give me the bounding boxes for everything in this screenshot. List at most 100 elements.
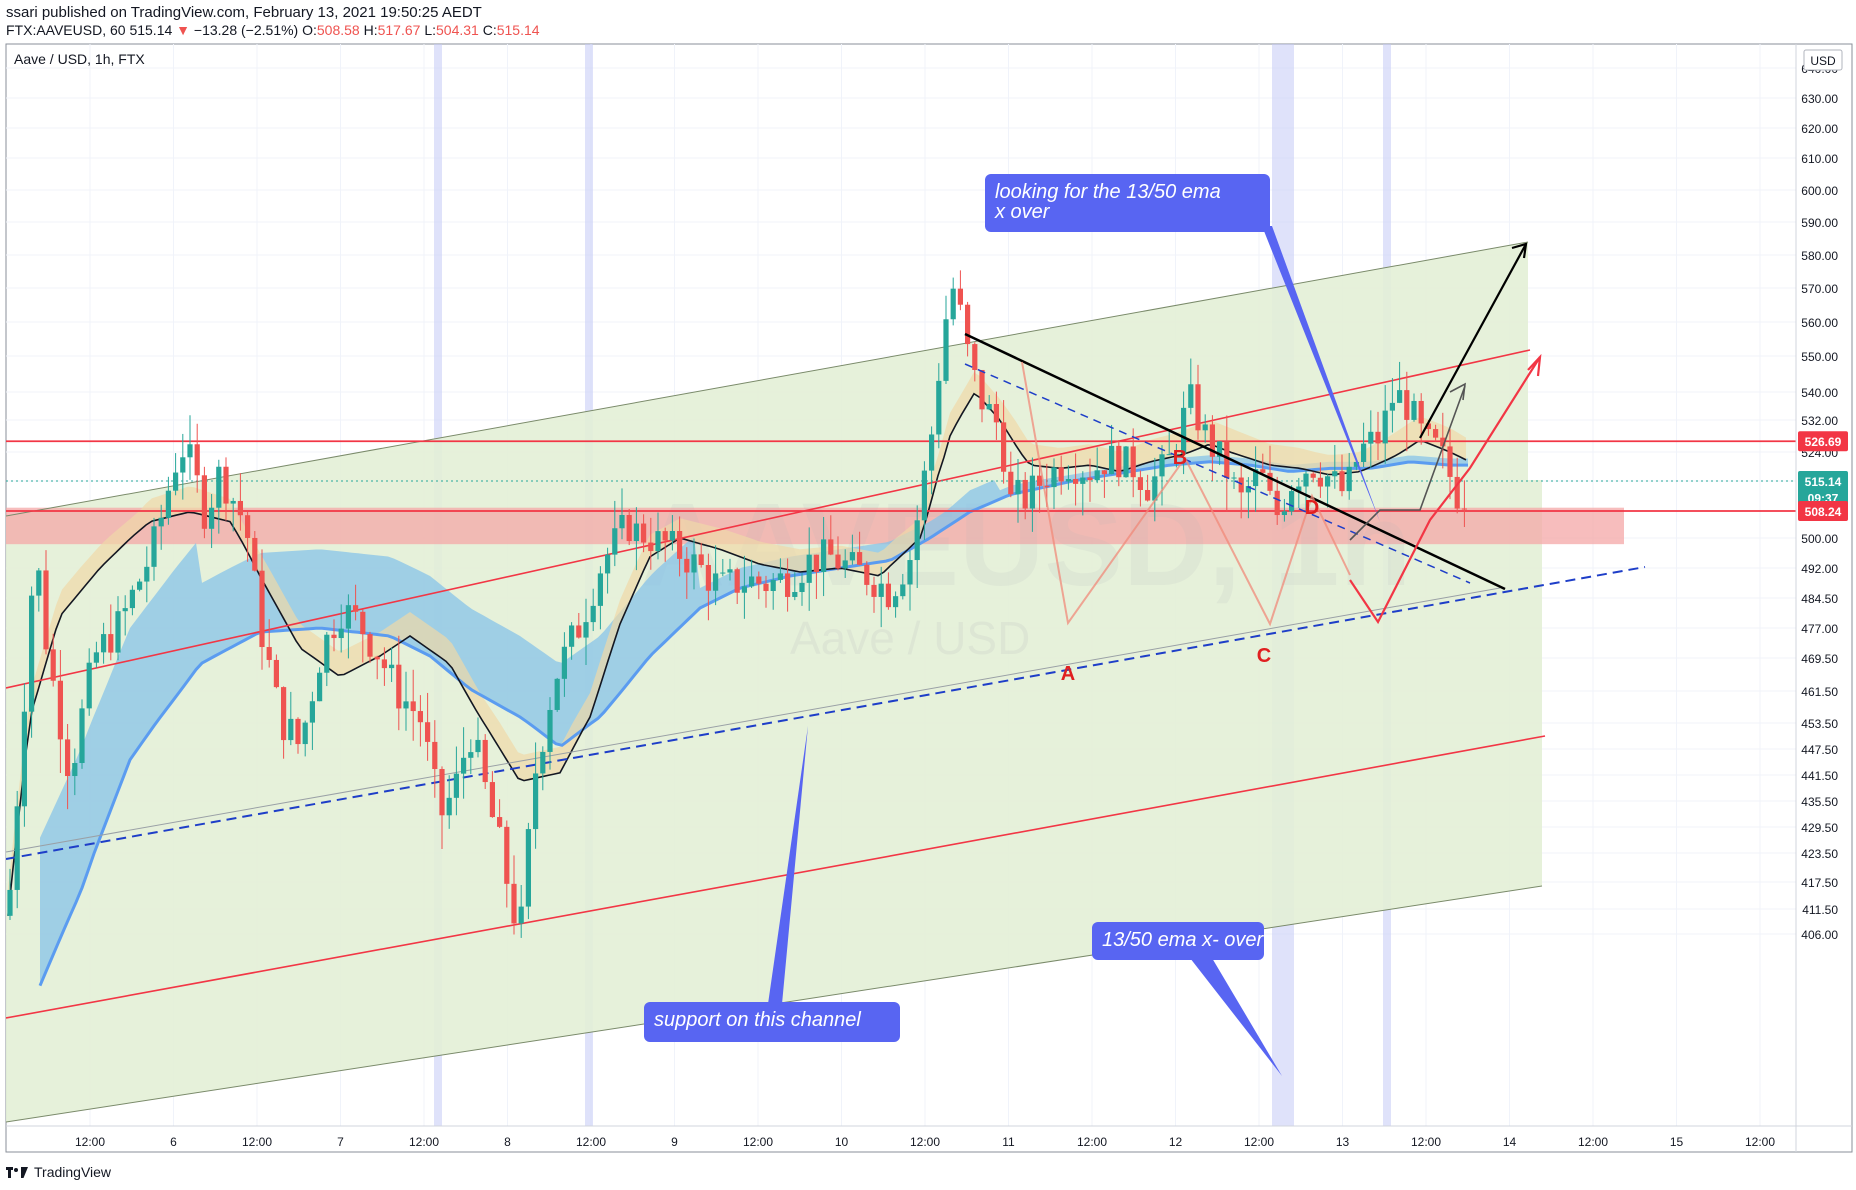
candle-body bbox=[108, 634, 114, 653]
candle-body bbox=[619, 514, 625, 529]
price-tick-label: 532.00 bbox=[1801, 414, 1838, 428]
price-tick-label: 469.50 bbox=[1801, 652, 1838, 666]
support-zone bbox=[6, 507, 1624, 545]
candle-body bbox=[1109, 445, 1115, 475]
candle-body bbox=[180, 457, 186, 473]
pattern-point-a: A bbox=[1061, 663, 1075, 685]
callout-top-text: looking for the 13/50 ema bbox=[995, 181, 1221, 203]
candle-body bbox=[1130, 446, 1136, 478]
time-tick-label: 12:00 bbox=[75, 1135, 105, 1149]
candle-body bbox=[1037, 475, 1043, 486]
red-channel-lower bbox=[6, 735, 1546, 1019]
price-label-text: 515.14 bbox=[1805, 475, 1842, 489]
candle-body bbox=[525, 829, 531, 907]
publish-info: ssari published on TradingView.com, Febr… bbox=[6, 4, 482, 21]
candle-body bbox=[770, 579, 776, 592]
candles bbox=[7, 270, 1467, 938]
candle-body bbox=[698, 554, 704, 565]
candle-body bbox=[1209, 424, 1215, 457]
candle-body bbox=[828, 539, 834, 555]
candle-body bbox=[1454, 476, 1460, 509]
time-tick-label: 6 bbox=[170, 1135, 177, 1149]
candle-body bbox=[1447, 446, 1453, 477]
candle-body bbox=[29, 595, 35, 712]
candle-body bbox=[201, 475, 207, 529]
candle-body bbox=[1015, 479, 1021, 495]
candle-body bbox=[1353, 461, 1359, 467]
support-zone-rect bbox=[6, 507, 1624, 545]
candle-body bbox=[878, 583, 884, 597]
price-tick-label: 429.50 bbox=[1801, 821, 1838, 835]
candle-body bbox=[1001, 422, 1007, 472]
candle-body bbox=[1346, 466, 1352, 492]
candle-body bbox=[295, 718, 301, 745]
candle-body bbox=[1123, 446, 1129, 478]
candle-body bbox=[1281, 511, 1287, 516]
price-tick-label: 411.50 bbox=[1802, 903, 1838, 917]
time-tick-label: 12:00 bbox=[1745, 1135, 1775, 1149]
time-axis[interactable]: 12:00 6 12:00 7 12:00 8 12:00 9 12:00 10 12:00 11 12… bbox=[75, 1135, 1775, 1149]
candle-body bbox=[122, 608, 128, 612]
candle-body bbox=[497, 817, 503, 827]
candle-body bbox=[1051, 467, 1057, 488]
candle-body bbox=[1260, 469, 1266, 473]
candle-body bbox=[245, 515, 251, 538]
candle-body bbox=[266, 647, 272, 660]
candle-body bbox=[1397, 390, 1403, 403]
harmonic-pattern bbox=[1021, 361, 1351, 627]
time-tick-label: 7 bbox=[337, 1135, 344, 1149]
candle-body bbox=[806, 554, 812, 583]
candle-body bbox=[576, 625, 582, 638]
candle-body bbox=[626, 514, 632, 542]
candle-body bbox=[813, 554, 819, 573]
high-value: 517.67 bbox=[377, 22, 421, 38]
candle-body bbox=[763, 583, 769, 592]
last-price: 515.14 bbox=[129, 22, 173, 38]
currency-button[interactable]: USD bbox=[1803, 49, 1843, 71]
price-tick-label: 550.00 bbox=[1801, 350, 1838, 364]
candle-body bbox=[605, 554, 611, 574]
candle-body bbox=[288, 718, 294, 741]
time-tick-label: 12:00 bbox=[910, 1135, 940, 1149]
red-arrow-head bbox=[1527, 353, 1542, 377]
candle-body bbox=[540, 751, 546, 774]
price-tick-label: 570.00 bbox=[1801, 282, 1838, 296]
candle-body bbox=[590, 605, 596, 623]
high-label: H: bbox=[363, 22, 378, 38]
price-tick-label: 580.00 bbox=[1801, 249, 1838, 263]
candle-body bbox=[482, 739, 488, 783]
candle-body bbox=[533, 773, 539, 830]
open-value: 508.58 bbox=[316, 22, 360, 38]
price-tick-label: 590.00 bbox=[1801, 216, 1838, 230]
black-arrow bbox=[1419, 243, 1527, 439]
candle-body bbox=[583, 622, 589, 638]
callout-bottom-text: support on this channel bbox=[654, 1009, 861, 1031]
candle-body bbox=[655, 531, 661, 552]
price-tick-label: 500.00 bbox=[1801, 532, 1838, 546]
candle-body bbox=[1310, 473, 1316, 478]
candle-body bbox=[734, 569, 740, 593]
callout-mid-tail bbox=[1190, 958, 1282, 1076]
candle-body bbox=[7, 889, 13, 916]
candle-body bbox=[1303, 473, 1309, 487]
candle-body bbox=[1433, 429, 1439, 438]
candle-body bbox=[1274, 490, 1280, 516]
candle-body bbox=[864, 564, 870, 585]
candle-body bbox=[93, 652, 99, 663]
price-axis[interactable]: 640.00630.00620.00610.00600.00590.00580.… bbox=[1801, 62, 1838, 942]
candle-body bbox=[662, 531, 668, 541]
candle-body bbox=[468, 752, 474, 758]
open-label: O: bbox=[302, 22, 317, 38]
candle-body bbox=[950, 288, 956, 320]
candle-body bbox=[1375, 431, 1381, 444]
candle-body bbox=[101, 634, 107, 653]
pattern-point-b: B bbox=[1173, 447, 1187, 469]
candle-body bbox=[115, 611, 121, 653]
candle-body bbox=[972, 344, 978, 370]
candle-body bbox=[1425, 423, 1431, 430]
candle-body bbox=[1195, 384, 1201, 431]
candle-body bbox=[979, 369, 985, 410]
grey-arrow-head bbox=[1449, 382, 1466, 401]
candle-body bbox=[720, 572, 726, 574]
